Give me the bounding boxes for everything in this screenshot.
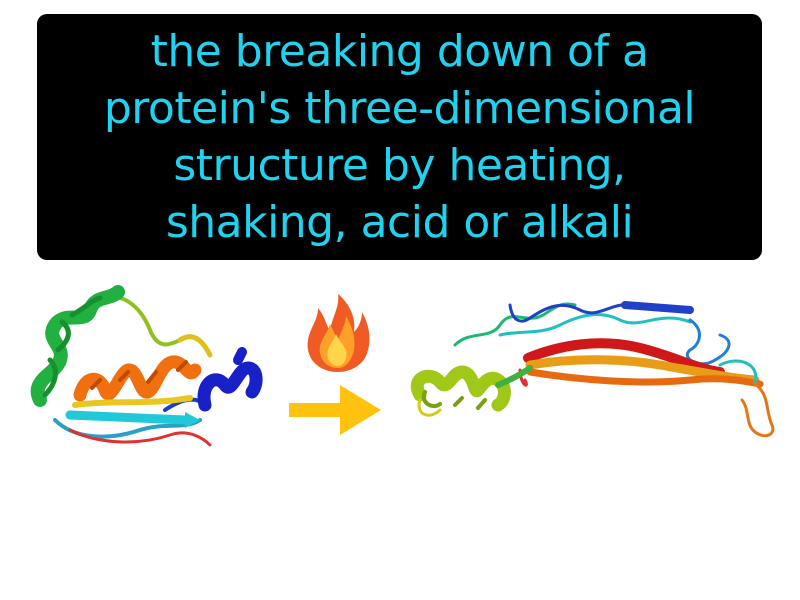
- definition-box: the breaking down of a protein's three-d…: [37, 14, 762, 260]
- definition-line-1: the breaking down of a: [150, 26, 649, 77]
- definition-line-3: structure by heating,: [173, 140, 626, 191]
- right-arrow-icon: [289, 385, 381, 435]
- denatured-protein-icon: [411, 301, 775, 438]
- flame-icon: [307, 294, 370, 372]
- denaturation-illustration: [30, 285, 775, 447]
- definition-line-2: protein's three-dimensional: [103, 83, 696, 134]
- definition-line-4: shaking, acid or alkali: [165, 197, 634, 248]
- folded-protein-icon: [30, 285, 263, 447]
